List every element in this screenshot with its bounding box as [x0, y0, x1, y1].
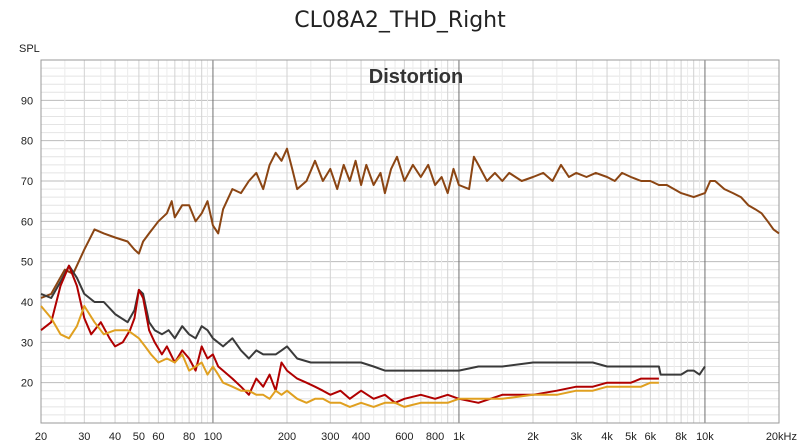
plot-border	[40, 59, 780, 424]
x-tick-label: 30	[78, 431, 90, 443]
x-tick-label: 80	[183, 431, 195, 443]
x-tick-label: 40	[109, 431, 121, 443]
x-tick-label: 600	[395, 431, 413, 443]
x-tick-label: 800	[426, 431, 444, 443]
grid	[40, 59, 780, 424]
x-tick-label: 1k	[453, 431, 465, 443]
y-tick-label: 80	[21, 136, 33, 148]
x-tick-label: 5k	[625, 431, 637, 443]
y-tick-label: 90	[21, 95, 33, 107]
chart-subtitle: Distortion	[369, 66, 463, 88]
x-tick-label: 20kHz	[766, 431, 797, 443]
x-tick-label: 400	[352, 431, 370, 443]
y-tick-label: 20	[21, 378, 33, 390]
series-line-1	[40, 147, 780, 299]
series-line-4	[40, 305, 659, 408]
x-tick-label: 100	[204, 431, 222, 443]
y-tick-label: 40	[21, 297, 33, 309]
x-tick-label: 10k	[696, 431, 714, 443]
y-tick-label: 60	[21, 216, 33, 228]
y-tick-label: 50	[21, 257, 33, 269]
x-tick-label: 200	[278, 431, 296, 443]
x-tick-label: 8k	[675, 431, 687, 443]
y-tick-label: 30	[21, 337, 33, 349]
y-axis-label: SPL	[19, 43, 40, 55]
series-line-3	[40, 264, 659, 404]
x-tick-label: 4k	[601, 431, 613, 443]
x-tick-label: 6k	[645, 431, 657, 443]
x-tick-label: 300	[321, 431, 339, 443]
x-tick-label: 20	[35, 431, 47, 443]
x-tick-label: 3k	[571, 431, 583, 443]
y-tick-label: 70	[21, 176, 33, 188]
x-tick-label: 50	[133, 431, 145, 443]
chart-title: CL08A2_THD_Right	[294, 8, 506, 33]
x-tick-label: 2k	[527, 431, 539, 443]
x-tick-label: 60	[152, 431, 164, 443]
